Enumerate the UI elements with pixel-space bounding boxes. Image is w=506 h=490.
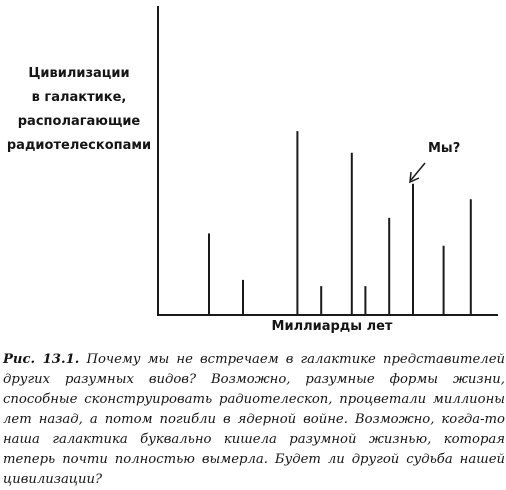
figure-caption: Рис. 13.1. Почему мы не встречаем в гала… [3,350,505,490]
annotation-label: Мы? [428,141,461,156]
y-axis-label-line: располагающие [17,114,141,129]
y-axis-label-line: Цивилизации [28,66,130,81]
x-axis-label: Миллиарды лет [271,319,393,334]
plot-area [157,6,498,316]
y-axis-label-line: в галактике, [31,90,127,105]
caption-text: Почему мы не встречаем в галактике предс… [3,352,505,487]
bar-group [208,131,472,314]
y-axis-label-line: радиотелескопами [6,138,152,153]
chart-figure: Цивилизации в галактике, располагающие р… [0,6,498,334]
y-axis-label: Цивилизации в галактике, располагающие р… [0,62,158,158]
caption-label: Рис. 13.1. [3,352,80,367]
annotation-arrow [409,162,426,184]
